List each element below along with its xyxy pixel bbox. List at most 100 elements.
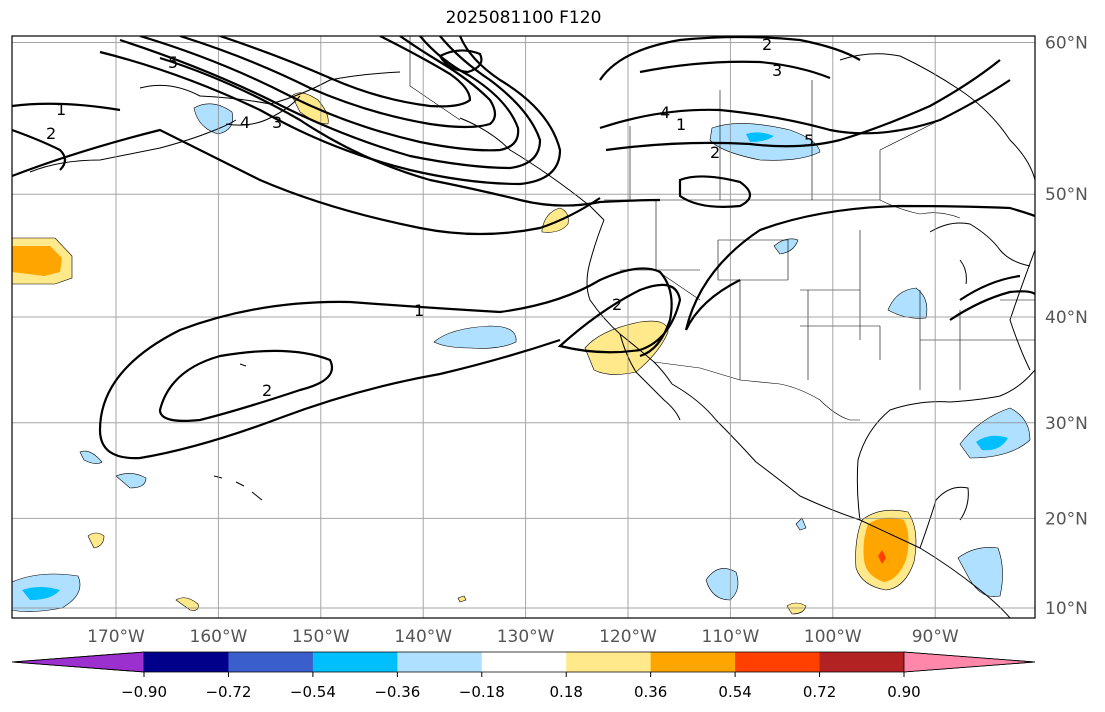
colorbar-tick-label: 0.72 bbox=[803, 683, 836, 701]
colorbar-tick-label: 0.54 bbox=[718, 683, 751, 701]
longitude-label: 90°W bbox=[912, 627, 959, 647]
colorbar-segment bbox=[397, 652, 483, 672]
contour-east-3 bbox=[639, 60, 831, 80]
colorbar-segment bbox=[481, 652, 567, 672]
contour-label: 2 bbox=[710, 143, 720, 162]
map-frame bbox=[11, 35, 1036, 619]
longitude-label: 160°W bbox=[190, 627, 248, 647]
colorbar-tick-label: 0.18 bbox=[550, 683, 583, 701]
warm-anomaly-west-edge-core bbox=[12, 246, 62, 276]
contour-label: 4 bbox=[660, 103, 670, 122]
warm-anomaly-small-1 bbox=[87, 532, 105, 549]
contour-label-group: 1 2 3 4 5 2 3 4 5 1 2 2 1 2 bbox=[46, 35, 814, 400]
cool-anomaly-pacific bbox=[433, 325, 517, 349]
warm-anomaly-oregon bbox=[541, 207, 569, 233]
contour-east-2 bbox=[599, 36, 861, 81]
east-coast bbox=[1009, 249, 1035, 371]
contour-jet-5 bbox=[219, 36, 472, 108]
cool-anomaly-canada-core bbox=[746, 132, 774, 142]
cool-anomaly-canada bbox=[709, 123, 821, 161]
cool-anomaly-small-5 bbox=[795, 517, 807, 531]
colorbar-tick-label: 0.36 bbox=[634, 683, 667, 701]
cool-anomaly-gulf bbox=[959, 407, 1031, 459]
canada-provinces bbox=[629, 80, 941, 200]
contour-jet-3 bbox=[139, 36, 520, 152]
colorbar-segment bbox=[228, 652, 314, 672]
longitude-label: 140°W bbox=[394, 627, 452, 647]
colorbar-segment bbox=[735, 652, 821, 672]
us-mexico-border bbox=[653, 361, 860, 421]
contour-label: 5 bbox=[804, 131, 814, 150]
colorbar: −0.90 −0.72 −0.54 −0.36 −0.18 0.18 0.36 0.54 0.7… bbox=[11, 651, 1036, 701]
state-lines bbox=[620, 200, 1035, 390]
warm-anomaly-mexico-peak bbox=[878, 550, 886, 564]
colorbar-tick-label: −0.72 bbox=[205, 683, 251, 701]
contour-label: 5 bbox=[168, 53, 178, 72]
contour-2-north bbox=[12, 128, 601, 236]
latitude-label: 30°N bbox=[1045, 414, 1088, 434]
cool-anomaly-small-2 bbox=[115, 473, 147, 489]
latitude-label: 60°N bbox=[1045, 33, 1088, 53]
contour-label: 3 bbox=[772, 61, 782, 80]
colorbar-tick-label: −0.54 bbox=[290, 683, 336, 701]
contour-1-east bbox=[949, 274, 1035, 321]
contour-label: 3 bbox=[272, 113, 282, 132]
contour-lines bbox=[12, 36, 1035, 460]
colorbar-segment bbox=[819, 652, 905, 672]
cool-anomaly-central-america bbox=[957, 547, 1003, 597]
latitude-labels: 60°N 50°N 40°N 30°N 20°N 10°N bbox=[1045, 33, 1088, 619]
latitude-label: 40°N bbox=[1045, 308, 1088, 328]
longitude-labels: 170°W 160°W 150°W 140°W 130°W 120°W 110°W 100°W… bbox=[87, 627, 959, 647]
contour-label: 2 bbox=[762, 35, 772, 54]
longitude-label: 170°W bbox=[87, 627, 145, 647]
colorbar-segment bbox=[566, 652, 652, 672]
contour-closed-2 bbox=[439, 49, 483, 74]
us-west-coast bbox=[586, 219, 673, 385]
latitude-label: 50°N bbox=[1045, 185, 1088, 205]
contour-jet-4 bbox=[179, 36, 497, 129]
contour-east-small bbox=[678, 175, 752, 208]
contour-jet-2 bbox=[119, 36, 542, 170]
contour-label: 1 bbox=[676, 115, 686, 134]
cool-anomaly-small-4 bbox=[773, 238, 799, 255]
contour-label: 1 bbox=[414, 301, 424, 320]
political-borders bbox=[409, 36, 1035, 421]
anomaly-shading bbox=[12, 92, 1031, 615]
baja bbox=[619, 333, 681, 421]
mexico-west-coast bbox=[671, 383, 1011, 618]
colorbar-tick-label: −0.36 bbox=[374, 683, 420, 701]
contour-2-baja bbox=[557, 283, 682, 354]
contour-jet-1 bbox=[99, 36, 562, 186]
contour-label: 1 bbox=[56, 100, 66, 119]
contour-label: 2 bbox=[612, 295, 622, 314]
warm-anomaly-baja bbox=[584, 320, 669, 375]
great-lakes bbox=[929, 222, 1031, 285]
colorbar-tick-label: 0.90 bbox=[887, 683, 920, 701]
longitude-label: 110°W bbox=[702, 627, 760, 647]
colorbar-tick-label: −0.18 bbox=[459, 683, 505, 701]
colorbar-segment bbox=[144, 652, 229, 672]
hudson-area bbox=[839, 53, 1035, 181]
contour-label: 4 bbox=[240, 113, 250, 132]
us-canada-border bbox=[604, 199, 961, 219]
colorbar-extend-low bbox=[11, 651, 145, 673]
longitude-label: 150°W bbox=[292, 627, 350, 647]
bc-coast bbox=[459, 117, 605, 221]
contour-2-nw bbox=[12, 128, 67, 171]
latitude-label: 10°N bbox=[1045, 599, 1088, 619]
map-title: 2025081100 F120 bbox=[445, 8, 602, 28]
warm-anomaly-small-2 bbox=[175, 597, 199, 611]
contour-east-4 bbox=[599, 79, 1011, 135]
contour-2-south bbox=[158, 349, 333, 422]
longitude-label: 100°W bbox=[804, 627, 862, 647]
contour-1-south bbox=[98, 204, 1035, 460]
contour-east-5 bbox=[605, 59, 1001, 152]
colorbar-extend-high bbox=[903, 651, 1036, 673]
longitude-label: 130°W bbox=[497, 627, 555, 647]
cool-anomaly-gulf-core bbox=[976, 435, 1008, 451]
cool-anomaly-small-3 bbox=[79, 450, 103, 464]
colorbar-segment bbox=[650, 652, 736, 672]
contour-label: 2 bbox=[46, 124, 56, 143]
warm-anomaly-small-4 bbox=[457, 595, 467, 603]
